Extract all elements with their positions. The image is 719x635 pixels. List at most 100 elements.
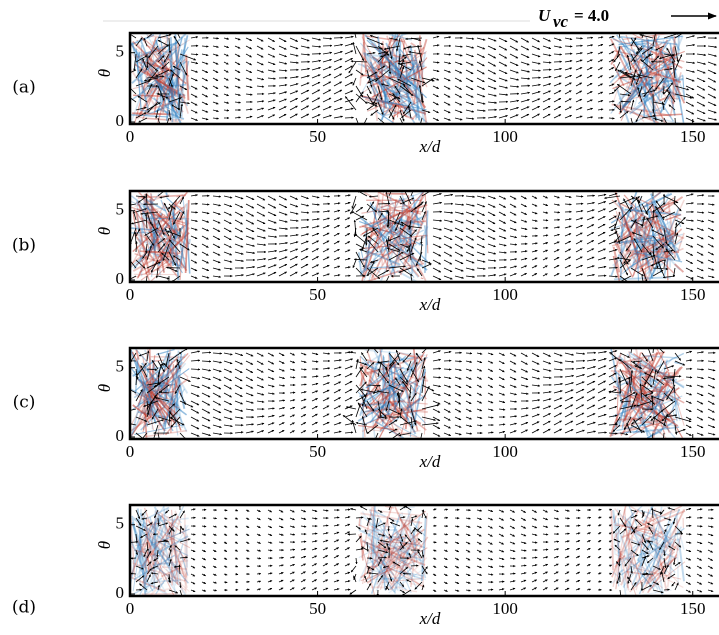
- vector-arrow: [697, 212, 704, 213]
- vector-arrow: [708, 574, 713, 576]
- vector-arrow: [554, 257, 559, 260]
- vortex-streak: [165, 589, 171, 590]
- vector-arrow: [444, 433, 451, 436]
- vector-arrow: [246, 78, 252, 80]
- vector-arrow: [213, 582, 217, 583]
- vector-arrow: [499, 369, 504, 372]
- vector-arrow: [455, 590, 459, 591]
- vector-arrow: [455, 425, 461, 427]
- vector-arrow: [290, 361, 295, 363]
- vector-arrow: [466, 534, 470, 536]
- vector-arrow: [708, 417, 715, 420]
- vector-arrow: [235, 377, 242, 381]
- vortex-streak: [132, 113, 171, 114]
- vector-arrow: [708, 385, 715, 388]
- vector-arrow: [697, 369, 704, 370]
- vector-arrow: [510, 212, 516, 215]
- vector-arrow: [268, 573, 272, 574]
- vector-arrow: [323, 556, 328, 558]
- vector-arrow: [565, 107, 572, 110]
- vector-arrow: [565, 390, 573, 393]
- vector-arrow: [708, 377, 715, 379]
- vector-arrow: [598, 52, 603, 54]
- vector-arrow: [345, 397, 352, 401]
- vector-arrow: [191, 590, 195, 592]
- vector-arrow: [290, 242, 298, 244]
- panel: 05010015005x/dθ(c): [13, 336, 719, 471]
- vector-arrow: [433, 228, 442, 230]
- vector-arrow: [345, 74, 353, 78]
- vector-arrow: [213, 566, 216, 568]
- vector-arrow: [466, 385, 471, 388]
- vector-arrow: [202, 268, 209, 271]
- vector-arrow: [499, 78, 507, 81]
- vector-arrow: [598, 109, 603, 110]
- vector-arrow: [554, 518, 559, 519]
- vector-arrow: [257, 54, 263, 57]
- vector-arrow: [345, 51, 353, 54]
- vector-arrow: [499, 252, 507, 253]
- vector-arrow: [488, 86, 496, 89]
- vector-arrow: [312, 541, 317, 542]
- vector-arrow: [224, 252, 232, 255]
- vector-arrow: [290, 46, 298, 49]
- vector-arrow: [686, 45, 695, 46]
- vector-arrow: [708, 369, 715, 371]
- vector-arrow: [576, 389, 584, 393]
- vector-arrow: [543, 38, 551, 41]
- vector-arrow: [686, 385, 692, 386]
- vector-arrow: [554, 353, 562, 356]
- vector-arrow: [202, 361, 211, 362]
- vector-arrow: [279, 518, 283, 520]
- vector-arrow: [246, 94, 252, 95]
- vector-arrow: [191, 110, 197, 113]
- vector-arrow: [257, 416, 264, 417]
- vector-arrow: [587, 249, 594, 252]
- vector-arrow: [576, 548, 580, 550]
- vector-arrow: [345, 581, 350, 582]
- vector-arrow: [510, 581, 515, 582]
- vector-arrow: [598, 548, 601, 550]
- vector-arrow: [708, 433, 715, 435]
- vector-arrow: [202, 401, 210, 405]
- vector-arrow: [334, 367, 341, 369]
- vector-arrow: [290, 235, 298, 236]
- vector-arrow: [312, 61, 321, 62]
- vector-arrow: [488, 70, 496, 74]
- vector-arrow: [686, 401, 692, 403]
- vector-arrow: [191, 54, 198, 55]
- vector-arrow: [455, 110, 462, 113]
- vector-arrow: [708, 78, 716, 82]
- vector-arrow: [301, 234, 309, 236]
- vector-arrow: [554, 98, 561, 102]
- vector-arrow: [235, 78, 240, 80]
- vector-arrow: [565, 68, 572, 70]
- vector-arrow: [312, 422, 318, 425]
- vector-arrow: [455, 385, 461, 388]
- vector-arrow: [686, 102, 694, 106]
- vector-arrow: [323, 249, 329, 252]
- vector-arrow: [543, 377, 551, 378]
- vector-arrow: [246, 393, 253, 396]
- vector-arrow: [352, 420, 356, 433]
- vector-arrow: [466, 94, 473, 97]
- vector-arrow: [246, 46, 252, 49]
- vortex-streak: [385, 506, 394, 508]
- vector-arrow: [477, 369, 482, 371]
- vector-arrow: [554, 234, 560, 236]
- vector-arrow: [576, 218, 583, 220]
- vector-arrow: [213, 212, 220, 215]
- vector-arrow: [350, 590, 356, 594]
- vector-arrow: [224, 361, 232, 364]
- vector-arrow: [543, 235, 548, 236]
- vector-arrow: [444, 509, 448, 510]
- vector-arrow: [191, 558, 195, 560]
- vector-arrow: [422, 385, 434, 391]
- vector-arrow: [312, 430, 318, 433]
- vector-arrow: [235, 393, 242, 397]
- vector-arrow: [477, 220, 485, 224]
- vector-arrow: [543, 98, 550, 102]
- vector-arrow: [499, 244, 506, 246]
- vector-arrow: [202, 417, 210, 421]
- vector-arrow: [433, 203, 442, 204]
